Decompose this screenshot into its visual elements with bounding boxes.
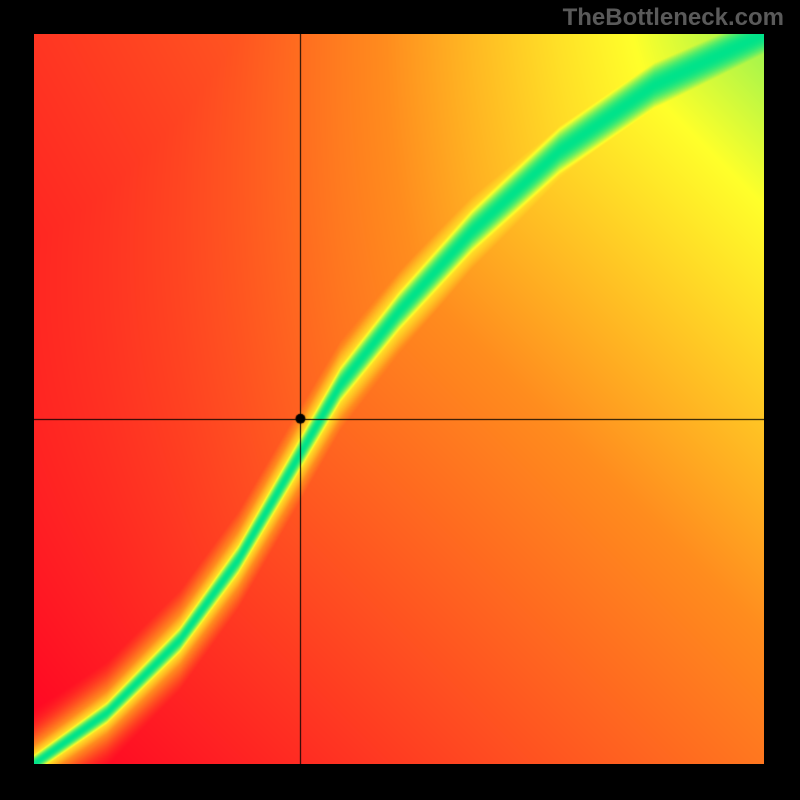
watermark-text: TheBottleneck.com xyxy=(563,4,784,32)
bottleneck-heatmap-canvas xyxy=(34,34,764,764)
chart-frame: TheBottleneck.com xyxy=(0,0,800,800)
